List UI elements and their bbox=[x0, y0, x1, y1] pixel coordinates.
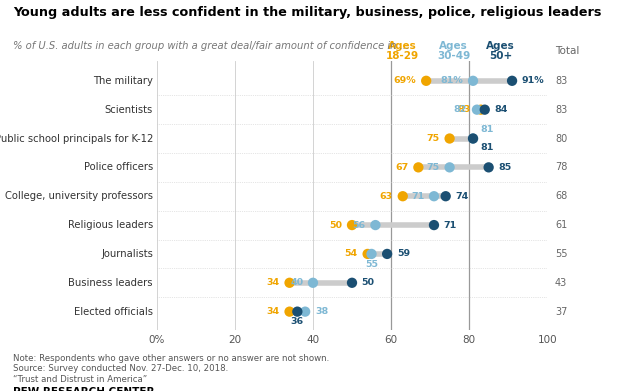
Text: “Trust and Distrust in America”: “Trust and Distrust in America” bbox=[13, 375, 147, 384]
Point bbox=[468, 135, 478, 142]
Point bbox=[421, 78, 431, 84]
Text: 50+: 50+ bbox=[489, 51, 512, 61]
Text: Religious leaders: Religious leaders bbox=[68, 220, 153, 230]
Text: Scientists: Scientists bbox=[105, 105, 153, 115]
Text: 75: 75 bbox=[427, 163, 440, 172]
Point bbox=[445, 135, 455, 142]
Text: 40: 40 bbox=[290, 278, 303, 287]
Point bbox=[397, 193, 408, 199]
Text: 71: 71 bbox=[444, 221, 457, 230]
Text: % of U.S. adults in each group with a great deal/fair amount of confidence in ..: % of U.S. adults in each group with a gr… bbox=[13, 41, 409, 51]
Point bbox=[292, 308, 303, 315]
Text: Ages: Ages bbox=[486, 41, 515, 50]
Point bbox=[472, 106, 482, 113]
Point bbox=[429, 222, 439, 228]
Text: 83: 83 bbox=[458, 105, 471, 114]
Point bbox=[300, 308, 310, 315]
Text: 74: 74 bbox=[456, 192, 468, 201]
Text: 91%: 91% bbox=[522, 76, 545, 85]
Text: 30-49: 30-49 bbox=[437, 51, 470, 61]
Text: 81: 81 bbox=[481, 126, 494, 135]
Text: 59: 59 bbox=[397, 249, 410, 258]
Text: 37: 37 bbox=[555, 307, 568, 317]
Point bbox=[362, 251, 372, 257]
Text: 68: 68 bbox=[555, 191, 567, 201]
Text: 38: 38 bbox=[315, 307, 328, 316]
Point bbox=[284, 280, 294, 286]
Text: 50: 50 bbox=[362, 278, 375, 287]
Text: Ages: Ages bbox=[439, 41, 468, 50]
Point bbox=[308, 280, 318, 286]
Text: 63: 63 bbox=[380, 192, 393, 201]
Text: Total: Total bbox=[555, 46, 579, 56]
Point bbox=[347, 222, 357, 228]
Point bbox=[445, 164, 455, 170]
Text: 54: 54 bbox=[345, 249, 358, 258]
Text: 69%: 69% bbox=[394, 76, 417, 85]
Text: 71: 71 bbox=[411, 192, 424, 201]
Text: 34: 34 bbox=[267, 278, 280, 287]
Text: Police officers: Police officers bbox=[84, 162, 153, 172]
Text: 82: 82 bbox=[454, 105, 467, 114]
Text: Young adults are less confident in the military, business, police, religious lea: Young adults are less confident in the m… bbox=[13, 6, 601, 19]
Text: 50: 50 bbox=[329, 221, 342, 230]
Point bbox=[382, 251, 392, 257]
Text: Business leaders: Business leaders bbox=[68, 278, 153, 288]
Point bbox=[413, 164, 424, 170]
Text: Note: Respondents who gave other answers or no answer are not shown.: Note: Respondents who gave other answers… bbox=[13, 354, 329, 363]
Text: 81%: 81% bbox=[440, 76, 463, 85]
Text: 83: 83 bbox=[555, 76, 567, 86]
Text: 67: 67 bbox=[396, 163, 408, 172]
Text: Public school principals for K-12: Public school principals for K-12 bbox=[0, 133, 153, 143]
Point bbox=[284, 308, 294, 315]
Text: Journalists: Journalists bbox=[101, 249, 153, 259]
Text: 34: 34 bbox=[267, 307, 280, 316]
Text: 81: 81 bbox=[481, 143, 494, 152]
Point bbox=[440, 193, 451, 199]
Point bbox=[476, 106, 486, 113]
Point bbox=[507, 78, 517, 84]
Point bbox=[429, 193, 439, 199]
Text: 36: 36 bbox=[291, 317, 304, 326]
Text: Ages: Ages bbox=[388, 41, 417, 50]
Text: The military: The military bbox=[93, 76, 153, 86]
Text: Source: Survey conducted Nov. 27-Dec. 10, 2018.: Source: Survey conducted Nov. 27-Dec. 10… bbox=[13, 364, 228, 373]
Point bbox=[371, 222, 381, 228]
Point bbox=[347, 280, 357, 286]
Text: 43: 43 bbox=[555, 278, 567, 288]
Text: 61: 61 bbox=[555, 220, 567, 230]
Text: 78: 78 bbox=[555, 162, 568, 172]
Text: 18-29: 18-29 bbox=[386, 51, 419, 61]
Point bbox=[367, 251, 377, 257]
Point bbox=[468, 78, 478, 84]
Text: PEW RESEARCH CENTER: PEW RESEARCH CENTER bbox=[13, 387, 154, 391]
Text: Elected officials: Elected officials bbox=[74, 307, 153, 317]
Point bbox=[484, 164, 494, 170]
Text: 83: 83 bbox=[555, 105, 567, 115]
Text: 55: 55 bbox=[365, 260, 378, 269]
Text: 75: 75 bbox=[427, 134, 440, 143]
Text: College, university professors: College, university professors bbox=[5, 191, 153, 201]
Text: 84: 84 bbox=[495, 105, 508, 114]
Text: 85: 85 bbox=[499, 163, 511, 172]
Text: 56: 56 bbox=[353, 221, 365, 230]
Text: 55: 55 bbox=[555, 249, 568, 259]
Point bbox=[468, 135, 478, 142]
Point bbox=[479, 106, 490, 113]
Text: 80: 80 bbox=[555, 133, 567, 143]
